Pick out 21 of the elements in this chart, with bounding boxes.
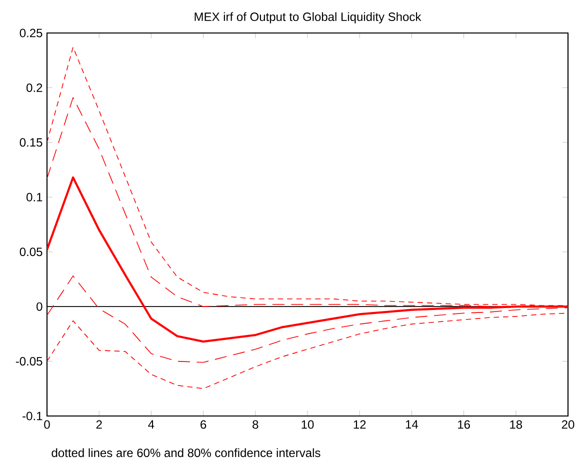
x-tick-label: 2: [96, 420, 102, 429]
chart-title: MEX irf of Output to Global Liquidity Shock: [194, 12, 422, 24]
x-tick-label: 18: [510, 420, 522, 429]
text: dotted lines are 60% and 80% confidence intervals: [52, 448, 320, 458]
x-tick-label: 10: [302, 420, 314, 429]
y-tick-label: 0.05: [20, 248, 42, 256]
x-tick-label: 20: [562, 420, 574, 429]
y-tick-label: 0.1: [26, 192, 42, 202]
y-tick-label: 0.25: [20, 28, 42, 38]
x-tick-label: 0: [44, 420, 50, 429]
y-tick-label: 0: [36, 302, 42, 311]
x-tick-label: 6: [200, 420, 206, 429]
x-tick-label: 16: [458, 420, 470, 429]
y-tick-label: 0.2: [26, 83, 42, 92]
x-tick-label: 12: [354, 420, 366, 429]
y-tick-label: -0.05: [16, 357, 42, 366]
y-tick-label: 0.15: [20, 138, 42, 147]
y-tick-label: -0.1: [22, 412, 42, 420]
x-tick-label: 4: [148, 420, 154, 429]
x-tick-label: 8: [252, 420, 258, 429]
x-tick-label: 14: [406, 420, 418, 429]
